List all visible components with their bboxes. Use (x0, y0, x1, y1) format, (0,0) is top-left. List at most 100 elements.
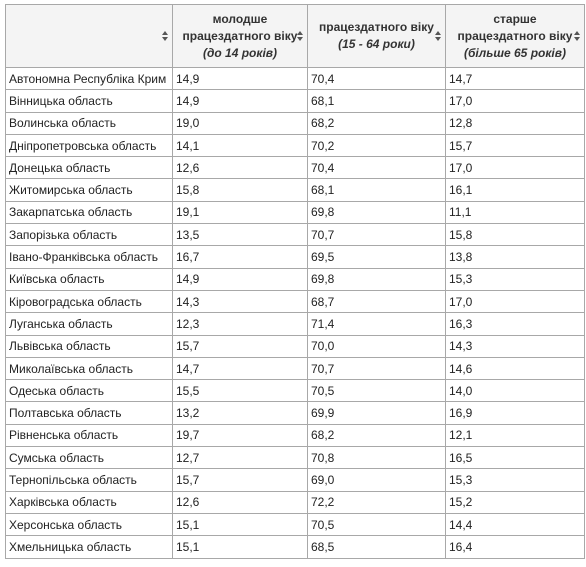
sort-icon (574, 31, 580, 41)
table-row: Автономна Республіка Крим 14,9 70,4 14,7 (5, 66, 585, 91)
value-cell: 70,5 (307, 512, 446, 537)
data-table: молодше працездатного віку (до 14 років) пр… (5, 4, 585, 559)
header-line: (до 14 років) (202, 45, 278, 60)
header-line: працездатного віку (457, 28, 573, 43)
table-row: Дніпропетровська область 14,1 70,2 15,7 (5, 133, 585, 158)
region-cell: Сумська область (5, 446, 173, 470)
value-cell: 16,4 (445, 535, 585, 559)
value-cell: 14,0 (445, 379, 585, 403)
value-cell: 15,1 (172, 512, 308, 537)
column-header[interactable]: працездатного віку (15 - 64 роки) (307, 4, 446, 68)
value-cell: 14,1 (172, 133, 308, 158)
table-row: Закарпатська область 19,1 69,8 11,1 (5, 200, 585, 225)
value-cell: 16,3 (445, 312, 585, 336)
column-header[interactable] (5, 4, 173, 68)
value-cell: 13,8 (445, 245, 585, 269)
table-body: Автономна Республіка Крим 14,9 70,4 14,7 Він… (5, 66, 585, 559)
region-cell: Луганська область (5, 312, 173, 336)
value-cell: 12,7 (172, 446, 308, 470)
table-row: Тернопільська область 15,7 69,0 15,3 (5, 468, 585, 492)
value-cell: 15,7 (445, 133, 585, 158)
value-cell: 14,9 (172, 89, 308, 113)
table-row: Донецька область 12,6 70,4 17,0 (5, 156, 585, 180)
value-cell: 14,6 (445, 356, 585, 381)
header-line: молодше (212, 11, 268, 26)
value-cell: 14,7 (445, 66, 585, 91)
value-cell: 14,3 (172, 289, 308, 314)
value-cell: 70,0 (307, 334, 446, 358)
header-line: (15 - 64 роки) (338, 37, 415, 51)
value-cell: 68,2 (307, 423, 446, 448)
value-cell: 70,8 (307, 446, 446, 470)
value-cell: 15,7 (172, 468, 308, 492)
table-row: Сумська область 12,7 70,8 16,5 (5, 446, 585, 470)
sort-icon (162, 31, 168, 41)
region-cell: Львівська область (5, 334, 173, 358)
value-cell: 68,5 (307, 535, 446, 559)
value-cell: 15,3 (445, 267, 585, 291)
sort-icon (297, 31, 303, 41)
table-row: Вінницька область 14,9 68,1 17,0 (5, 89, 585, 113)
value-cell: 17,0 (445, 89, 585, 113)
header-line: працездатного віку (319, 20, 434, 34)
region-cell: Хмельницька область (5, 535, 173, 559)
header-line: працездатного віку (182, 28, 298, 43)
region-cell: Житомирська область (5, 178, 173, 202)
value-cell: 12,3 (172, 312, 308, 336)
value-cell: 13,5 (172, 223, 308, 247)
header-line: (більше 65 років) (463, 45, 567, 60)
column-header[interactable]: молодше працездатного віку (до 14 років) (172, 4, 308, 68)
value-cell: 69,0 (307, 468, 446, 492)
value-cell: 69,8 (307, 200, 446, 225)
region-cell: Кіровоградська область (5, 289, 173, 314)
value-cell: 15,2 (445, 490, 585, 514)
value-cell: 15,8 (172, 178, 308, 202)
table-row: Кіровоградська область 14,3 68,7 17,0 (5, 289, 585, 314)
value-cell: 70,4 (307, 66, 446, 91)
value-cell: 14,4 (445, 512, 585, 537)
region-cell: Донецька область (5, 156, 173, 180)
region-cell: Дніпропетровська область (5, 133, 173, 158)
value-cell: 70,7 (307, 356, 446, 381)
value-cell: 70,7 (307, 223, 446, 247)
table-row: Полтавська область 13,2 69,9 16,9 (5, 401, 585, 425)
table-row: Херсонська область 15,1 70,5 14,4 (5, 512, 585, 537)
value-cell: 70,4 (307, 156, 446, 180)
value-cell: 71,4 (307, 312, 446, 336)
value-cell: 14,3 (445, 334, 585, 358)
value-cell: 15,3 (445, 468, 585, 492)
region-cell: Херсонська область (5, 512, 173, 537)
table-row: Миколаївська область 14,7 70,7 14,6 (5, 356, 585, 381)
value-cell: 16,7 (172, 245, 308, 269)
region-cell: Закарпатська область (5, 200, 173, 225)
value-cell: 12,1 (445, 423, 585, 448)
value-cell: 11,1 (445, 200, 585, 225)
value-cell: 15,8 (445, 223, 585, 247)
value-cell: 68,1 (307, 178, 446, 202)
value-cell: 19,1 (172, 200, 308, 225)
region-cell: Запорізька область (5, 223, 173, 247)
value-cell: 13,2 (172, 401, 308, 425)
value-cell: 15,5 (172, 379, 308, 403)
table-row: Київська область 14,9 69,8 15,3 (5, 267, 585, 291)
value-cell: 68,7 (307, 289, 446, 314)
region-cell: Івано-Франківська область (5, 245, 173, 269)
page: молодше працездатного віку (до 14 років) пр… (0, 4, 586, 567)
value-cell: 12,8 (445, 111, 585, 135)
value-cell: 70,2 (307, 133, 446, 158)
value-cell: 14,9 (172, 66, 308, 91)
region-cell: Рівненська область (5, 423, 173, 448)
table-row: Івано-Франківська область 16,7 69,5 13,8 (5, 245, 585, 269)
header-line: старше (493, 11, 537, 26)
value-cell: 68,1 (307, 89, 446, 113)
value-cell: 69,5 (307, 245, 446, 269)
region-cell: Волинська область (5, 111, 173, 135)
value-cell: 12,6 (172, 156, 308, 180)
table-row: Житомирська область 15,8 68,1 16,1 (5, 178, 585, 202)
value-cell: 69,8 (307, 267, 446, 291)
value-cell: 19,7 (172, 423, 308, 448)
table-row: Львівська область 15,7 70,0 14,3 (5, 334, 585, 358)
region-cell: Одеська область (5, 379, 173, 403)
table-row: Рівненська область 19,7 68,2 12,1 (5, 423, 585, 448)
column-header[interactable]: старше працездатного віку (більше 65 років… (445, 4, 585, 68)
